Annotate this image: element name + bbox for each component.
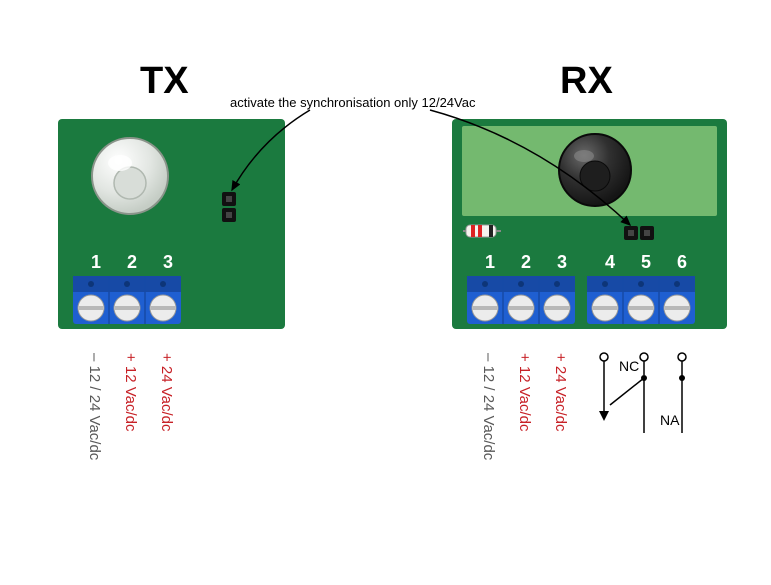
tx-term-num-3: 3: [158, 252, 178, 273]
tx-term-num-2: 2: [122, 252, 142, 273]
rx-title: RX: [560, 60, 613, 103]
tx-term-num-1: 1: [86, 252, 106, 273]
rx-term-num-4: 4: [600, 252, 620, 273]
rx-label-2: + 12 Vac/dc: [516, 353, 533, 432]
tx-lens: [82, 128, 178, 224]
rx-label-3: + 24 Vac/dc: [552, 353, 569, 432]
rx-term-num-1: 1: [480, 252, 500, 273]
rx-term-num-2: 2: [516, 252, 536, 273]
tx-label-2: + 12 Vac/dc: [122, 353, 139, 432]
rx-term-num-5: 5: [636, 252, 656, 273]
tx-terminal-block: [73, 276, 189, 326]
tx-label-1: – 12 / 24 Vac/dc: [86, 353, 103, 460]
tx-jumper: [220, 190, 240, 224]
relay-nc-label: NC: [619, 358, 639, 374]
rx-terminal-block-2: [587, 276, 703, 326]
sync-note: activate the synchronisation only 12/24V…: [230, 95, 475, 110]
rx-resistor: [463, 224, 503, 238]
tx-title: TX: [140, 60, 189, 103]
rx-terminal-block-1: [467, 276, 583, 326]
rx-term-num-3: 3: [552, 252, 572, 273]
rx-label-1: – 12 / 24 Vac/dc: [480, 353, 497, 460]
tx-label-3: + 24 Vac/dc: [158, 353, 175, 432]
rx-relay-schematic: [586, 345, 716, 485]
relay-na-label: NA: [660, 412, 679, 428]
rx-term-num-6: 6: [672, 252, 692, 273]
rx-lens: [550, 126, 640, 216]
rx-jumper: [622, 224, 656, 242]
